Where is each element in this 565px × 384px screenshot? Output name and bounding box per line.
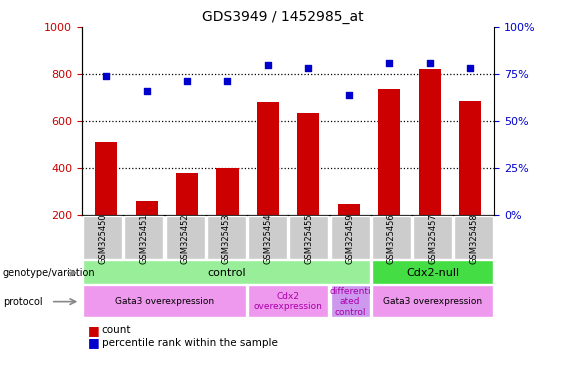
Text: protocol: protocol (3, 296, 42, 307)
Text: Cdx2
overexpression: Cdx2 overexpression (254, 292, 323, 311)
Bar (216, 168, 238, 215)
Point (182, 78, 192, 84)
Bar (257, 102, 279, 215)
Point (425, 60, 434, 66)
Text: ■: ■ (88, 336, 99, 349)
Text: genotype/variation: genotype/variation (3, 268, 95, 278)
Text: Cdx2-null: Cdx2-null (406, 268, 459, 278)
Text: GSM325455: GSM325455 (305, 214, 313, 264)
Bar (95, 142, 118, 215)
Text: Gata3 overexpression: Gata3 overexpression (115, 297, 214, 306)
Text: control: control (207, 268, 246, 278)
Text: Gata3 overexpression: Gata3 overexpression (383, 297, 482, 306)
Bar (378, 89, 401, 215)
Bar (459, 101, 481, 215)
Text: differenti
ated
control: differenti ated control (329, 287, 371, 316)
Text: percentile rank within the sample: percentile rank within the sample (102, 338, 277, 348)
Text: count: count (102, 325, 131, 335)
Text: GSM325458: GSM325458 (470, 214, 478, 265)
Bar (338, 204, 360, 215)
Point (304, 65, 313, 71)
Text: GSM325459: GSM325459 (346, 214, 354, 264)
Bar (419, 69, 441, 215)
Text: GSM325452: GSM325452 (181, 214, 189, 264)
Text: GSM325457: GSM325457 (428, 214, 437, 265)
Point (102, 73, 111, 79)
Text: GDS3949 / 1452985_at: GDS3949 / 1452985_at (202, 10, 363, 23)
Point (263, 61, 272, 68)
Point (142, 88, 151, 94)
Text: ■: ■ (88, 324, 99, 337)
Text: GSM325454: GSM325454 (263, 214, 272, 264)
Bar (176, 173, 198, 215)
Bar (136, 201, 158, 215)
Text: GSM325451: GSM325451 (140, 214, 148, 264)
Text: GSM325453: GSM325453 (222, 214, 231, 265)
Point (223, 78, 232, 84)
Text: GSM325450: GSM325450 (98, 214, 107, 264)
Point (344, 91, 353, 98)
Point (385, 60, 394, 66)
Bar (297, 113, 319, 215)
Point (466, 65, 475, 71)
Text: GSM325456: GSM325456 (387, 214, 396, 265)
